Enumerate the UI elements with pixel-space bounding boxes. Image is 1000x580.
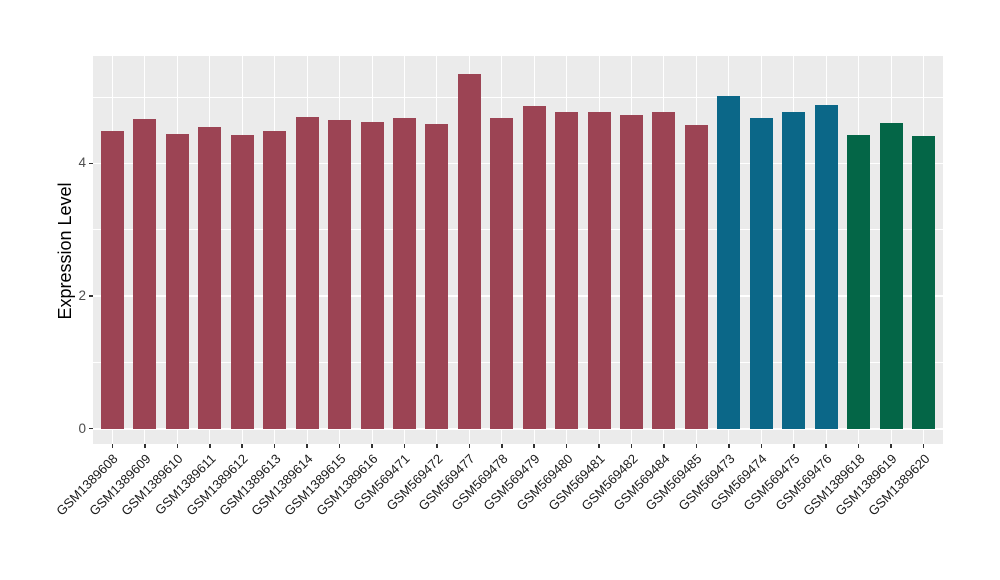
y-axis-title: Expression Level <box>55 182 75 320</box>
x-axis-tick <box>176 444 179 448</box>
x-axis-tick <box>857 444 860 448</box>
x-axis-tick <box>890 444 892 448</box>
plot-panel <box>93 56 943 444</box>
x-axis-tick <box>241 444 243 448</box>
x-axis-tick <box>306 444 308 448</box>
bar-GSM569474 <box>749 118 773 429</box>
x-axis-tick <box>111 444 114 448</box>
x-axis-tick <box>565 444 568 448</box>
y-axis-tick <box>89 162 93 165</box>
bar-GSM1389618 <box>847 134 871 429</box>
bar-GSM1389614 <box>295 117 319 429</box>
x-axis-tick <box>273 444 276 448</box>
bar-GSM569482 <box>620 115 644 429</box>
x-axis-tick <box>793 444 795 448</box>
bar-GSM569479 <box>522 105 546 429</box>
bar-GSM569481 <box>587 111 611 429</box>
x-axis-tick <box>501 444 503 448</box>
x-axis-tick <box>371 444 373 448</box>
x-axis-tick <box>468 444 471 448</box>
x-axis-tick <box>338 444 341 448</box>
bar-GSM569485 <box>684 124 708 429</box>
y-axis-tick <box>89 427 93 430</box>
gridline-major <box>93 162 943 165</box>
gridline-major <box>93 295 943 297</box>
gridline-minor <box>93 361 943 363</box>
bar-GSM569471 <box>392 117 416 429</box>
x-axis-tick <box>144 444 146 448</box>
bar-GSM1389612 <box>230 134 254 429</box>
bar-GSM1389615 <box>328 120 352 429</box>
bar-GSM569475 <box>782 111 806 429</box>
x-axis-tick <box>436 444 438 448</box>
x-axis-tick <box>630 444 633 448</box>
bar-GSM569477 <box>457 73 481 429</box>
bar-GSM1389608 <box>100 130 124 429</box>
x-axis-tick <box>403 444 406 448</box>
x-axis-tick <box>695 444 698 448</box>
y-axis-tick-label: 4 <box>78 155 86 171</box>
x-axis-tick <box>922 444 925 448</box>
bar-GSM1389611 <box>198 126 222 429</box>
x-axis-tick <box>760 444 763 448</box>
gridline-major <box>93 427 943 430</box>
y-axis-tick-label: 0 <box>78 420 86 436</box>
bar-GSM569480 <box>555 112 579 429</box>
bar-GSM569484 <box>652 111 676 429</box>
bar-GSM569478 <box>490 118 514 429</box>
x-axis-tick <box>663 444 665 448</box>
bar-GSM569472 <box>425 123 449 429</box>
bar-GSM1389620 <box>912 136 936 429</box>
x-axis-tick <box>728 444 730 448</box>
bar-GSM569473 <box>717 96 741 429</box>
x-axis-tick <box>825 444 827 448</box>
gridline-minor <box>93 96 943 98</box>
x-axis-tick <box>533 444 535 448</box>
bar-GSM1389613 <box>263 130 287 429</box>
bar-GSM1389616 <box>360 121 384 429</box>
bar-GSM569476 <box>814 105 838 429</box>
x-axis-tick <box>209 444 211 448</box>
bar-GSM1389619 <box>879 122 903 429</box>
y-axis-tick <box>89 295 93 297</box>
y-axis-tick-label: 2 <box>78 288 86 304</box>
gridline-minor <box>93 229 943 231</box>
x-axis-tick <box>598 444 600 448</box>
bar-GSM1389609 <box>133 119 157 429</box>
bar-GSM1389610 <box>165 133 189 429</box>
